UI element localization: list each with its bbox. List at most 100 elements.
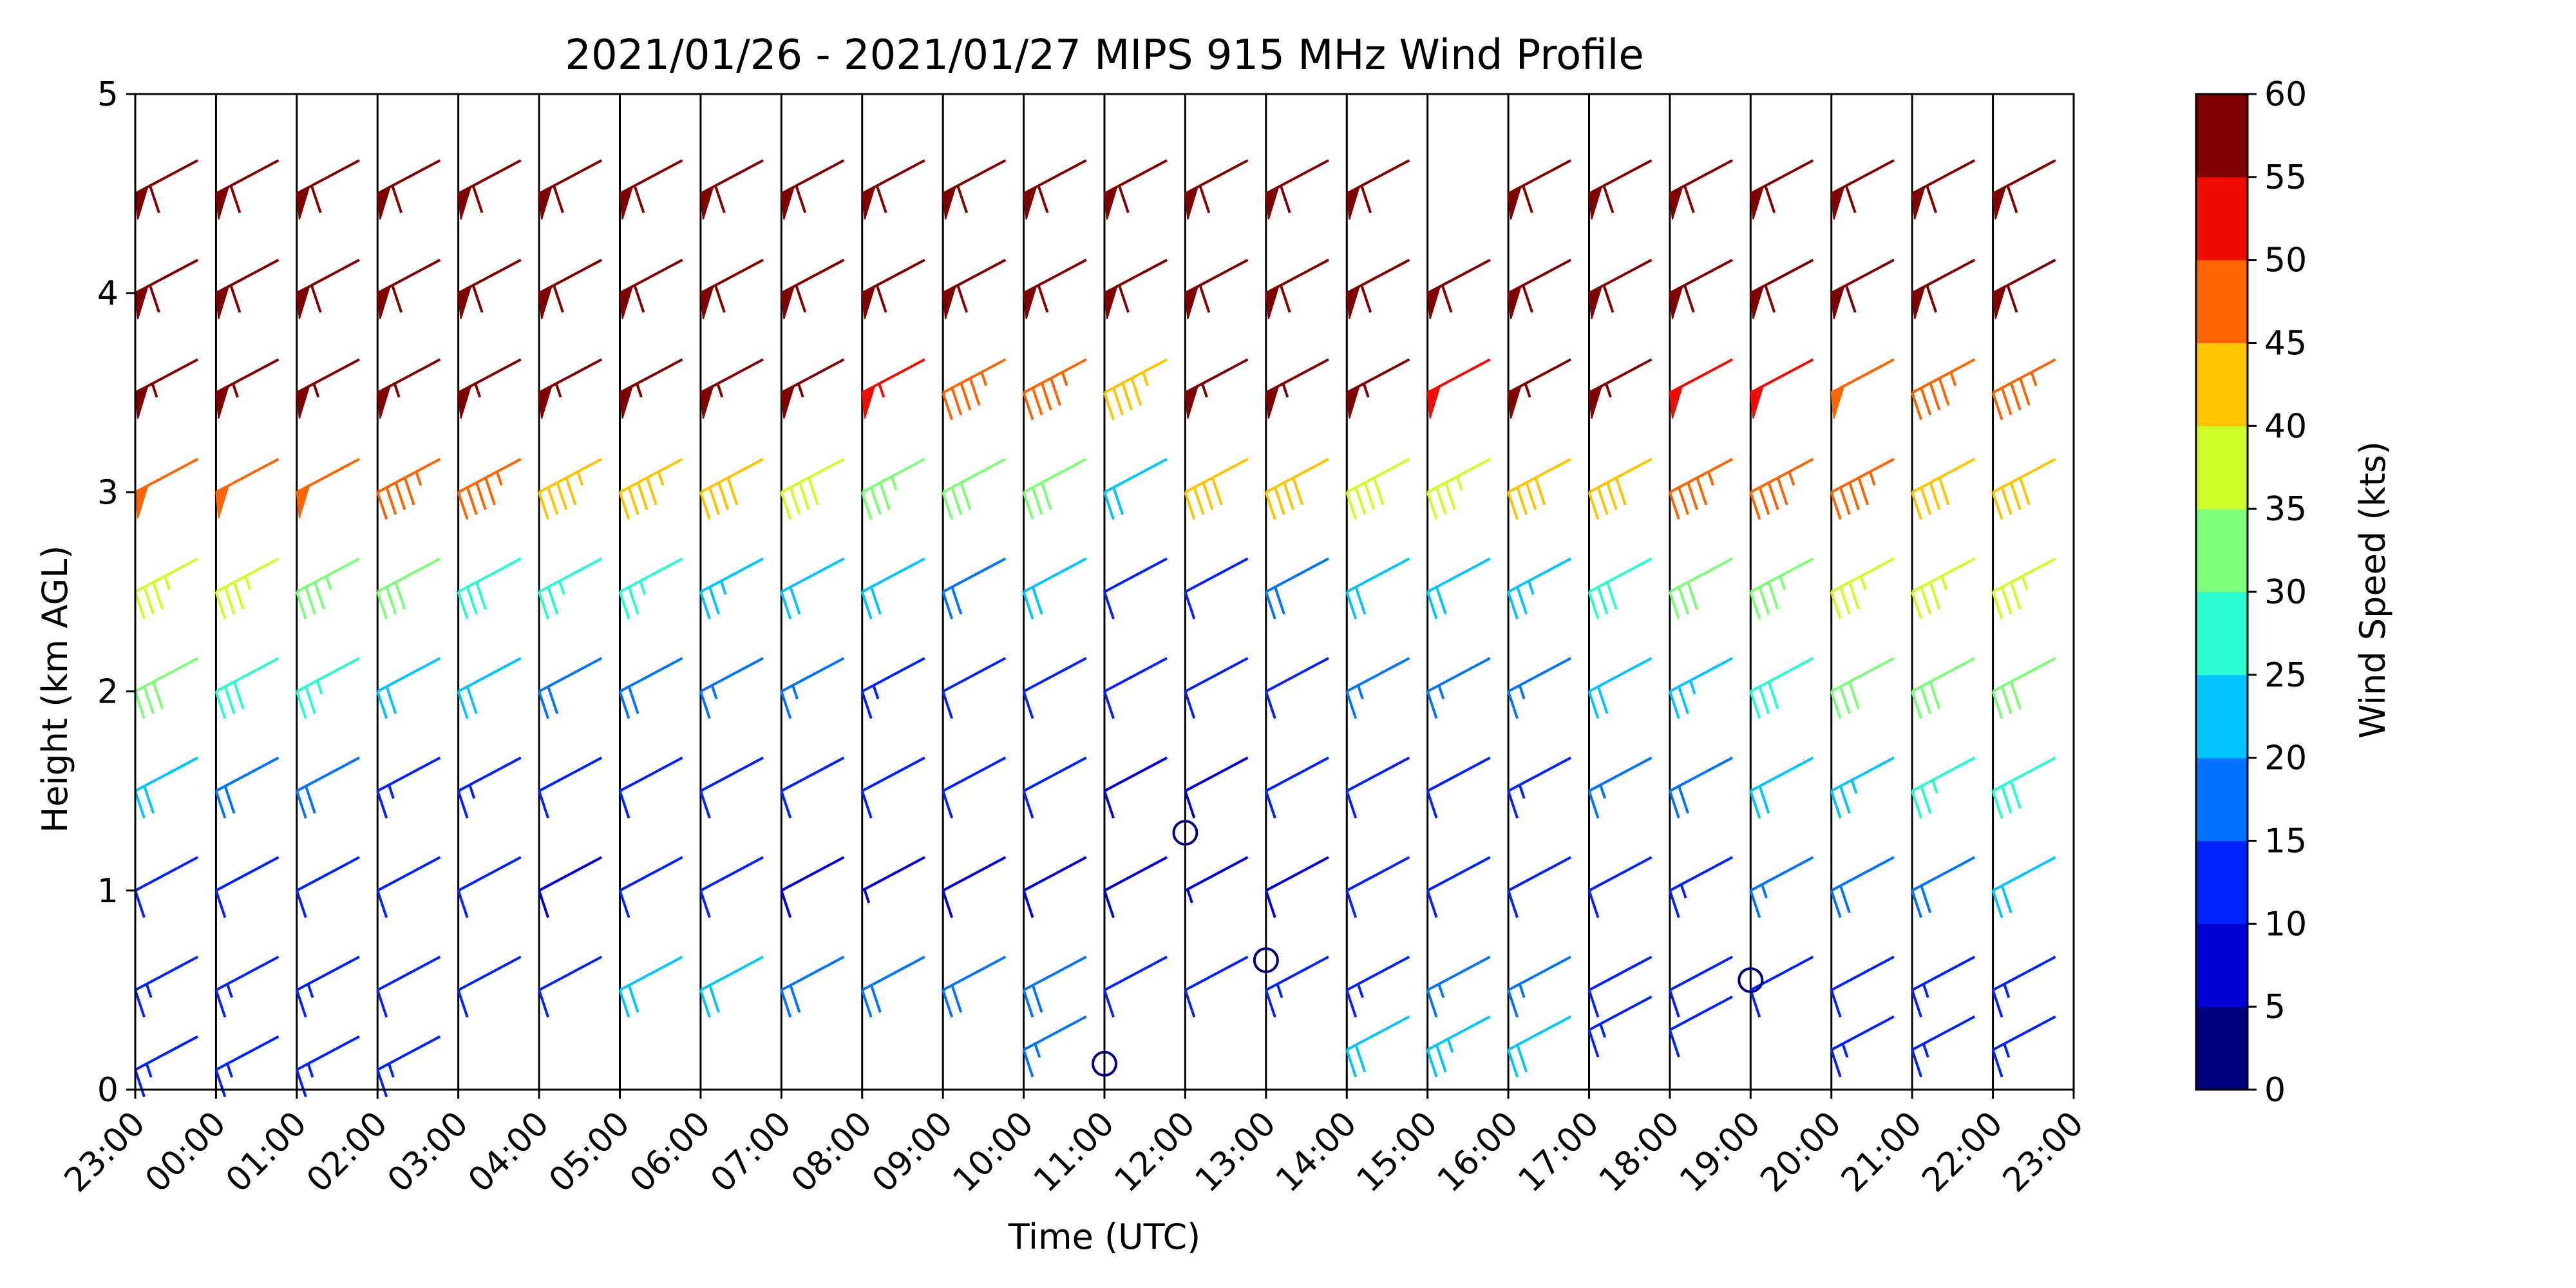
wind-barb-feather	[538, 890, 549, 918]
wind-barb-flag	[1265, 285, 1280, 319]
wind-barb-feather	[1764, 285, 1776, 313]
wind-barb-shaft	[1669, 557, 1733, 593]
wind-barb-shaft	[1588, 856, 1653, 892]
wind-barb-feather	[295, 890, 307, 918]
wind-barb-feather	[1264, 890, 1276, 918]
wind-barb-feather	[1687, 482, 1699, 511]
wind-barb-feather	[223, 686, 236, 714]
wind-barb-feather	[385, 686, 397, 714]
wind-barb-feather	[295, 790, 307, 819]
wind-barb-flag	[781, 384, 795, 419]
wind-barb-shaft	[942, 657, 1007, 693]
wind-barb-feather	[1605, 482, 1618, 511]
wind-barb-feather	[305, 686, 316, 714]
wind-barb-feather	[1683, 285, 1695, 313]
wind-barb-shaft	[1023, 856, 1087, 892]
wind-barb-flag	[1669, 285, 1684, 319]
colorbar-bin	[2196, 343, 2248, 426]
wind-barb-flag	[1830, 185, 1845, 220]
wind-barb-shaft	[1508, 557, 1572, 593]
wind-barb-half-feather	[1437, 983, 1445, 998]
wind-barb-half-feather	[872, 685, 880, 699]
wind-barb-feather	[1279, 285, 1291, 313]
wind-barb-feather	[457, 690, 469, 719]
wind-barb-feather	[1848, 681, 1860, 710]
wind-barb-flag	[1508, 285, 1522, 319]
wind-barb-feather	[1103, 491, 1115, 520]
wind-barb-shaft	[1911, 856, 1976, 892]
wind-barb-feather	[1022, 690, 1034, 719]
wind-barb-shaft	[1346, 1015, 1410, 1051]
wind-barb-half-feather	[636, 383, 643, 398]
wind-barb-shaft	[1023, 756, 1087, 792]
wind-barb-flag	[1508, 185, 1522, 220]
wind-barb-flag	[457, 185, 472, 220]
wind-barb-shaft	[619, 657, 683, 693]
wind-barb-half-feather	[316, 680, 323, 695]
x-axis-title: Time (UTC)	[1008, 1217, 1201, 1257]
wind-barb-shaft	[215, 856, 279, 892]
x-tick-label: 12:00	[1107, 1104, 1202, 1200]
wind-barb-feather	[305, 786, 316, 814]
wind-barb-feather	[1839, 487, 1851, 515]
wind-barb-half-feather	[1922, 983, 1929, 998]
wind-barb-feather	[1991, 989, 2003, 1018]
wind-barb-feather	[229, 285, 242, 313]
wind-barb-feather	[471, 285, 484, 313]
wind-barb-shaft	[699, 955, 764, 992]
wind-barb-flag	[861, 185, 876, 220]
wind-barb-feather	[1587, 790, 1600, 819]
wind-barb-feather	[1525, 482, 1537, 511]
wind-barb-half-feather	[657, 471, 665, 486]
wind-barb-shaft	[1992, 1015, 2056, 1051]
wind-barb-feather	[1426, 491, 1438, 520]
wind-barb-feather	[956, 185, 969, 214]
wind-barb-feather	[1507, 989, 1519, 1018]
wind-barb-feather	[403, 477, 415, 506]
wind-barb-feather	[376, 989, 388, 1018]
wind-barb-flag	[861, 384, 876, 419]
wind-barb-feather	[618, 790, 630, 819]
wind-barb-feather	[1184, 690, 1196, 719]
wind-barb-shaft	[861, 557, 925, 593]
wind-barb-shaft	[1346, 756, 1410, 792]
wind-barb-feather	[1516, 586, 1528, 615]
wind-barb-shaft	[1669, 856, 1733, 892]
wind-barb-shaft	[377, 756, 441, 792]
wind-barb-shaft	[1508, 457, 1572, 494]
wind-barb-feather	[1118, 185, 1130, 214]
wind-barb-half-feather	[1276, 983, 1283, 998]
wind-barb-shaft	[1426, 657, 1491, 693]
wind-barb-feather	[134, 890, 146, 918]
wind-barb-shaft	[1426, 856, 1491, 892]
wind-barb-feather	[1507, 790, 1519, 819]
wind-barb-shaft	[1750, 756, 1814, 792]
wind-barb-feather	[1596, 586, 1609, 615]
y-tick-label: 3	[97, 473, 118, 512]
wind-barb-feather	[1669, 591, 1680, 620]
wind-barb-shaft	[1104, 856, 1168, 892]
colorbar-bin	[2196, 840, 2248, 924]
y-tick-label: 1	[97, 872, 118, 911]
wind-barb-half-feather	[639, 580, 647, 595]
wind-barb-half-feather	[1357, 983, 1364, 998]
wind-barb-feather	[394, 582, 406, 610]
wind-barb-shaft	[377, 856, 441, 892]
wind-barb-half-feather	[1779, 575, 1786, 591]
wind-barb-flag	[1103, 285, 1119, 319]
wind-barb-half-feather	[980, 372, 988, 386]
wind-barb-feather	[1830, 790, 1842, 819]
wind-barb-half-feather	[474, 383, 482, 398]
wind-barb-feather	[1022, 890, 1034, 918]
wind-barb-flag	[1023, 285, 1037, 319]
wind-barb-shaft	[1911, 657, 1976, 693]
y-tick-label: 5	[97, 75, 118, 114]
wind-barb-feather	[1345, 491, 1358, 520]
colorbar-tick-label: 30	[2264, 573, 2307, 612]
wind-barb-feather	[1991, 491, 2003, 520]
wind-barb-feather	[1516, 487, 1528, 515]
wind-barb-feather	[699, 690, 711, 719]
wind-barb-feather	[1929, 681, 1941, 710]
